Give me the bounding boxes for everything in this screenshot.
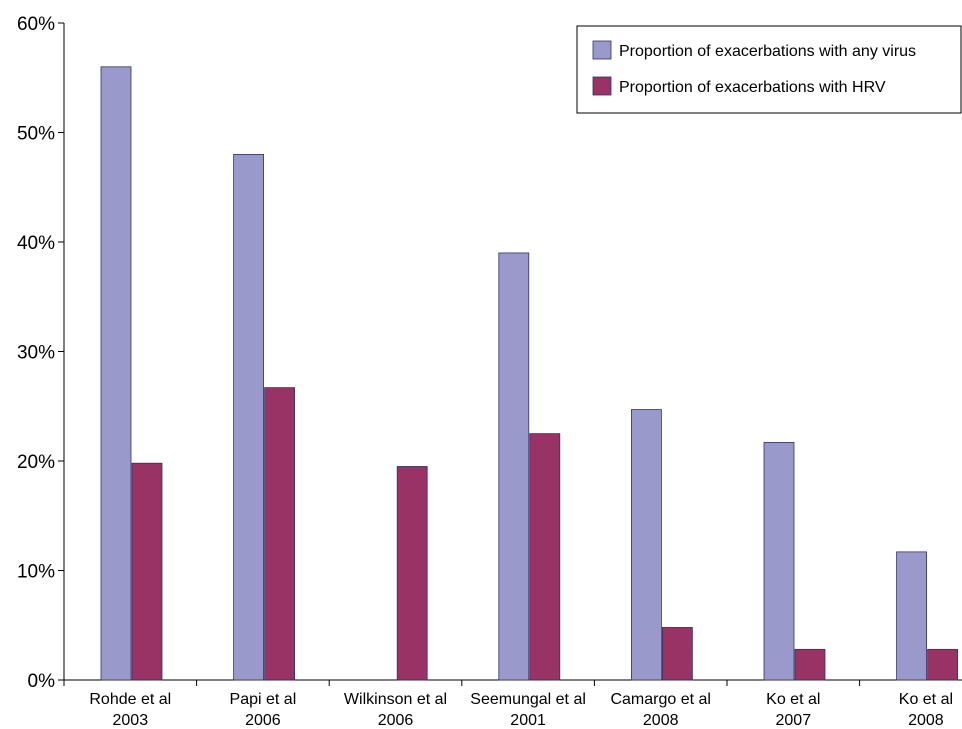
- x-tick-label: Camargo et al: [610, 691, 711, 708]
- legend-swatch: [593, 77, 611, 95]
- x-tick-label: 2006: [245, 712, 281, 729]
- x-tick-label: Ko et al: [766, 691, 820, 708]
- bar-hrv: [662, 627, 692, 680]
- legend-label: Proportion of exacerbations with any vir…: [619, 43, 916, 60]
- x-tick-label: Ko et al: [899, 691, 953, 708]
- bar-any-virus: [101, 67, 131, 680]
- x-tick-label: 2008: [908, 712, 944, 729]
- bar-hrv: [397, 466, 427, 680]
- y-tick-label: 0%: [28, 671, 56, 692]
- x-tick-label: Papi et al: [230, 691, 297, 708]
- bar-hrv: [132, 463, 162, 680]
- bar-any-virus: [234, 154, 264, 680]
- bar-any-virus: [499, 253, 529, 680]
- bar-hrv: [928, 649, 958, 680]
- y-tick-label: 20%: [17, 452, 55, 473]
- bar-hrv: [795, 649, 825, 680]
- bars: [101, 67, 958, 680]
- y-tick-label: 60%: [17, 14, 55, 35]
- x-tick-label: 2006: [378, 712, 414, 729]
- x-tick-label: 2007: [776, 712, 812, 729]
- legend-label: Proportion of exacerbations with HRV: [619, 79, 886, 96]
- bar-any-virus: [631, 410, 661, 680]
- bar-any-virus: [897, 552, 927, 680]
- y-tick-label: 40%: [17, 233, 55, 254]
- y-tick-label: 10%: [17, 562, 55, 583]
- x-tick-label: Wilkinson et al: [344, 691, 447, 708]
- bar-hrv: [265, 388, 295, 680]
- legend-swatch: [593, 41, 611, 59]
- bar-hrv: [530, 434, 560, 680]
- bar-any-virus: [764, 442, 794, 680]
- y-tick-label: 50%: [17, 124, 55, 145]
- x-tick-label: 2003: [113, 712, 149, 729]
- x-tick-label: Seemungal et al: [470, 691, 586, 708]
- legend-box: [577, 26, 961, 113]
- x-tick-label: Rohde et al: [89, 691, 171, 708]
- y-tick-label: 30%: [17, 343, 55, 364]
- x-tick-label: 2008: [643, 712, 679, 729]
- legend: Proportion of exacerbations with any vir…: [577, 26, 961, 113]
- x-tick-label: 2001: [510, 712, 546, 729]
